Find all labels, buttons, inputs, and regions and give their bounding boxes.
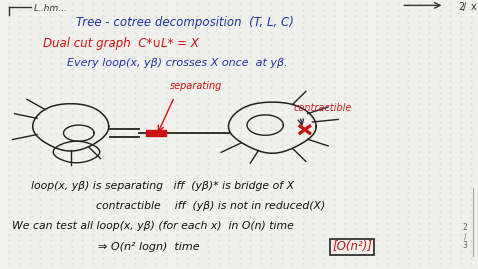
Text: x: x	[471, 2, 477, 12]
Text: loop(x, yβ) is separating   iff  (yβ)* is bridge of X: loop(x, yβ) is separating iff (yβ)* is b…	[31, 180, 294, 191]
Text: [O(n²)]: [O(n²)]	[332, 240, 372, 253]
Text: contractible    iff  (yβ) is not in reduced(X): contractible iff (yβ) is not in reduced(…	[96, 201, 325, 211]
Text: Tree - cotree decomposition  (T, L, C): Tree - cotree decomposition (T, L, C)	[76, 16, 294, 29]
Text: We can test all loop(x, yβ) (for each x)  in O(n) time: We can test all loop(x, yβ) (for each x)…	[12, 221, 294, 231]
Text: 2
/
3: 2 / 3	[463, 223, 467, 250]
Bar	[146, 130, 166, 136]
Text: /: /	[464, 2, 467, 12]
Text: ⇒ O(n² logn)  time: ⇒ O(n² logn) time	[98, 242, 200, 252]
Text: contractible: contractible	[294, 103, 352, 113]
Text: Every loop(x, yβ) crosses X once  at yβ.: Every loop(x, yβ) crosses X once at yβ.	[67, 58, 288, 68]
Text: Dual cut graph  C*∪L* = X: Dual cut graph C*∪L* = X	[43, 37, 199, 49]
Text: 2: 2	[459, 2, 465, 12]
Text: separating: separating	[170, 81, 222, 91]
Text: L..hm...: L..hm...	[33, 3, 67, 13]
